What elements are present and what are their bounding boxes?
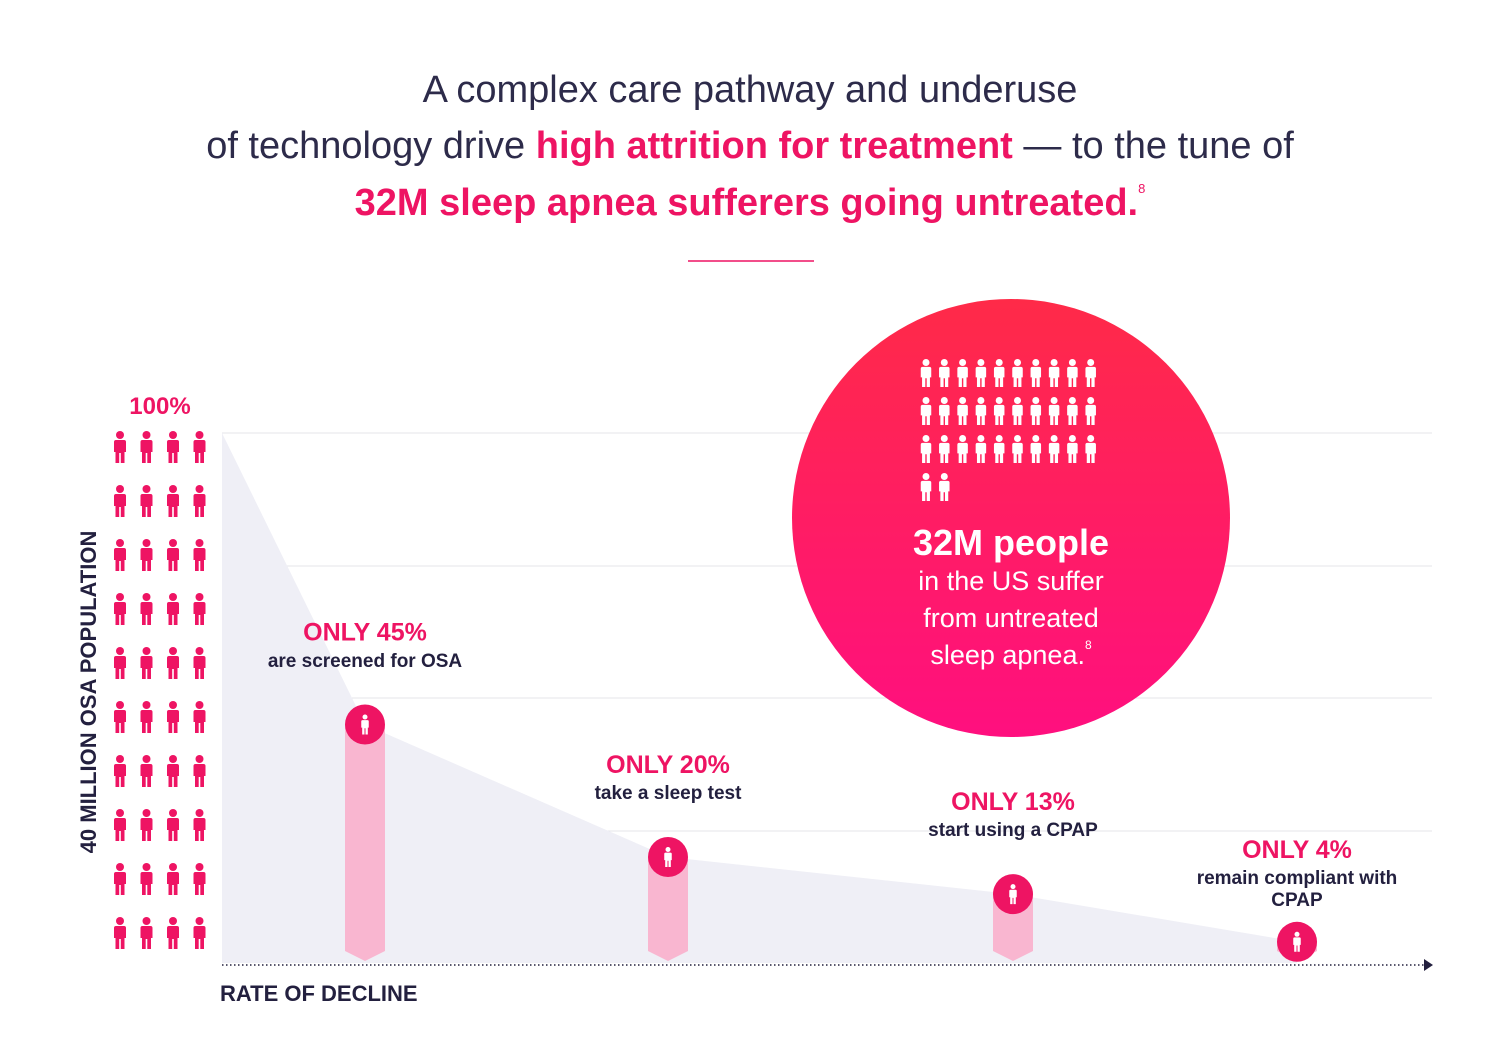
category-label: remain compliant with CPAP xyxy=(1196,867,1398,911)
bar xyxy=(648,857,688,961)
person-icon xyxy=(193,431,206,463)
value-label: ONLY 4% xyxy=(1242,836,1352,864)
person-icon xyxy=(167,485,179,517)
person-icon xyxy=(114,701,126,733)
callout-text: sleep apnea. xyxy=(930,640,1085,670)
x-axis-arrow xyxy=(1424,959,1433,971)
person-icon xyxy=(167,863,179,895)
person-icon xyxy=(167,917,179,949)
callout-line: in the US suffer xyxy=(918,566,1104,596)
value-label: ONLY 20% xyxy=(606,751,730,779)
person-icon xyxy=(167,701,179,733)
marks xyxy=(222,433,1317,963)
person-icon xyxy=(167,809,179,841)
person-icon xyxy=(167,539,179,571)
person-icon xyxy=(140,647,153,679)
person-icon xyxy=(193,755,206,787)
person-icon xyxy=(193,809,206,841)
value-label: ONLY 13% xyxy=(951,788,1075,816)
person-icon xyxy=(140,809,153,841)
title-text: of technology drive xyxy=(206,125,525,167)
person-icon xyxy=(140,701,153,733)
person-icon xyxy=(114,647,126,679)
person-icon xyxy=(114,863,126,895)
callout-line: from untreated xyxy=(923,603,1099,633)
person-icon xyxy=(140,863,153,895)
callout-headline: 32M people xyxy=(913,522,1109,563)
person-icon xyxy=(167,593,179,625)
callout-bubble xyxy=(792,299,1230,737)
person-icon xyxy=(140,431,153,463)
person-icon xyxy=(114,809,126,841)
person-icon xyxy=(114,917,126,949)
callout-line: sleep apnea.8 xyxy=(930,638,1092,670)
person-icon xyxy=(193,485,206,517)
person-icon xyxy=(114,431,126,463)
value-label: ONLY 45% xyxy=(303,619,427,647)
x-axis-label: RATE OF DECLINE xyxy=(220,981,418,1006)
person-icon xyxy=(114,593,126,625)
footnote: 8 xyxy=(1085,638,1092,652)
title-highlight: high attrition for treatment xyxy=(536,125,1013,167)
decline-area xyxy=(222,433,1297,963)
title-line-1: A complex care pathway and underuse xyxy=(423,69,1078,111)
person-icon xyxy=(167,431,179,463)
category-label: take a sleep test xyxy=(594,783,742,804)
person-icon xyxy=(167,755,179,787)
footnote: 8 xyxy=(1138,181,1145,196)
bar xyxy=(345,724,385,961)
person-icon xyxy=(193,647,206,679)
person-icon xyxy=(193,593,206,625)
category-label: are screened for OSA xyxy=(267,650,463,672)
person-icon xyxy=(114,485,126,517)
person-icon xyxy=(193,701,206,733)
person-icon xyxy=(140,917,153,949)
person-icon xyxy=(140,593,153,625)
person-icon xyxy=(193,917,206,949)
person-icon xyxy=(114,755,126,787)
y-axis-label: 40 MILLION OSA POPULATION xyxy=(76,531,101,854)
person-icon xyxy=(140,485,153,517)
person-icon xyxy=(167,647,179,679)
title-line-3: 32M sleep apnea sufferers going untreate… xyxy=(355,181,1146,224)
category-label: start using a CPAP xyxy=(928,820,1098,842)
person-icon xyxy=(114,539,126,571)
population-icons xyxy=(114,431,206,949)
person-icon xyxy=(140,755,153,787)
title-text: — to the tune of xyxy=(1023,125,1294,167)
title-highlight: 32M sleep apnea sufferers going untreate… xyxy=(355,182,1138,224)
person-icon xyxy=(193,539,206,571)
title-line-2: of technology drive high attrition for t… xyxy=(206,125,1294,167)
person-icon xyxy=(193,863,206,895)
person-icon xyxy=(140,539,153,571)
value-label: 100% xyxy=(129,393,190,420)
